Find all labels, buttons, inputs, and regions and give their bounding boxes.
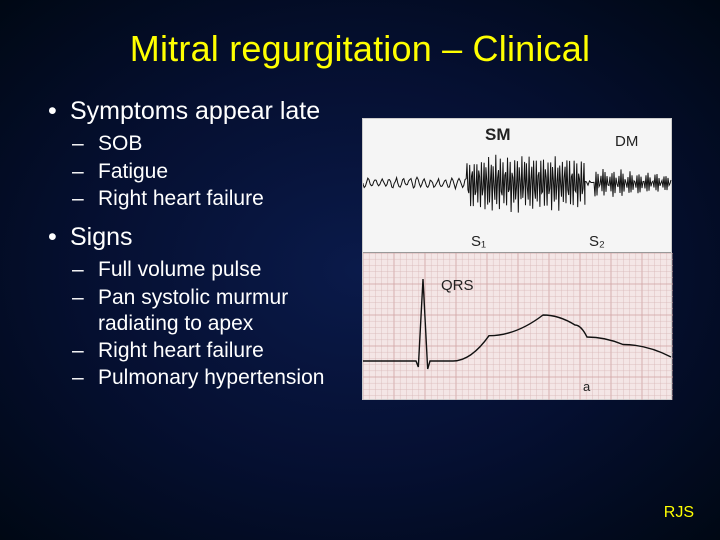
sub-bullet-label: Fatigue <box>98 160 168 183</box>
slide: Mitral regurgitation – Clinical Symptoms… <box>0 0 720 540</box>
bullet-label: Signs <box>70 223 133 251</box>
sub-bullet-label: Pan systolic murmur radiating to apex <box>98 286 288 335</box>
sub-bullet-label: Right heart failure <box>98 187 264 210</box>
label-dm: DM <box>615 133 638 150</box>
bullet-signs: Signs Full volume pulse Pan systolic mur… <box>48 222 348 392</box>
sub-bullet: Fatigue <box>72 159 348 185</box>
sub-bullet: Pulmonary hypertension <box>72 365 348 391</box>
sub-bullet-label: Pulmonary hypertension <box>98 366 324 389</box>
phonocardiogram-panel: SM DM S₁ S₂ <box>363 119 671 253</box>
sub-bullet-label: Right heart failure <box>98 339 264 362</box>
text-column: Symptoms appear late SOB Fatigue Right h… <box>48 96 348 402</box>
sub-bullet: Full volume pulse <box>72 257 348 283</box>
sub-bullet: Right heart failure <box>72 186 348 212</box>
phono-ecg-figure: SM DM S₁ S₂ QRS a <box>362 118 672 400</box>
sub-bullet: SOB <box>72 131 348 157</box>
label-sm: SM <box>485 125 511 145</box>
slide-title: Mitral regurgitation – Clinical <box>48 28 672 70</box>
figure-column: SM DM S₁ S₂ QRS a <box>362 96 672 402</box>
label-s2: S₂ <box>589 233 605 250</box>
label-qrs: QRS <box>441 277 474 294</box>
bullet-list: Symptoms appear late SOB Fatigue Right h… <box>48 96 348 392</box>
label-a: a <box>583 379 590 394</box>
ecg-trace <box>363 253 673 400</box>
bullet-label: Symptoms appear late <box>70 97 320 125</box>
bullet-symptoms: Symptoms appear late SOB Fatigue Right h… <box>48 96 348 212</box>
label-s1: S₁ <box>471 233 486 250</box>
sub-bullet-list: SOB Fatigue Right heart failure <box>70 131 348 212</box>
ecg-panel: QRS a <box>363 253 671 399</box>
sub-bullet: Pan systolic murmur radiating to apex <box>72 285 348 338</box>
sub-bullet-label: Full volume pulse <box>98 258 261 281</box>
sub-bullet: Right heart failure <box>72 338 348 364</box>
footer-initials: RJS <box>664 504 694 522</box>
content-row: Symptoms appear late SOB Fatigue Right h… <box>48 96 672 402</box>
sub-bullet-label: SOB <box>98 132 142 155</box>
sub-bullet-list: Full volume pulse Pan systolic murmur ra… <box>70 257 348 391</box>
